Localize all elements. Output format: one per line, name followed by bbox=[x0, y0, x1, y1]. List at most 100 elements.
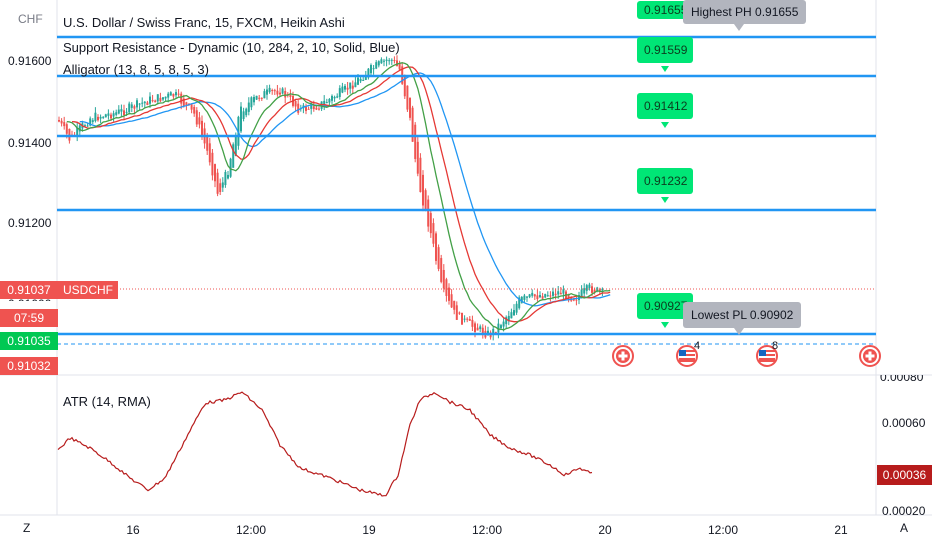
candle-body bbox=[159, 97, 162, 102]
candle-body bbox=[354, 82, 357, 88]
candle-body bbox=[115, 112, 118, 115]
candle-body bbox=[219, 183, 222, 193]
candle-body bbox=[177, 93, 180, 95]
atr-tick: 0.00080 bbox=[880, 375, 924, 384]
candle-body bbox=[273, 90, 276, 92]
candle-body bbox=[398, 63, 401, 70]
candle-body bbox=[193, 106, 196, 114]
candle-body bbox=[487, 330, 489, 335]
candle-body bbox=[312, 106, 315, 110]
candle-body bbox=[580, 289, 583, 298]
candle-body bbox=[325, 102, 328, 104]
candle-body bbox=[362, 79, 365, 81]
candle-body bbox=[541, 296, 544, 299]
candle-body bbox=[323, 100, 326, 106]
candle-body bbox=[216, 172, 219, 194]
candle-body bbox=[463, 318, 466, 320]
candle-body bbox=[396, 60, 398, 67]
candle-body bbox=[110, 114, 112, 119]
candle-body bbox=[232, 144, 235, 168]
candle-body bbox=[359, 78, 362, 82]
candle-body bbox=[294, 100, 297, 107]
legend-alligator[interactable]: Alligator (13, 8, 5, 8, 5, 3) bbox=[63, 62, 209, 77]
currency-label: CHF bbox=[18, 12, 43, 26]
candle-body bbox=[141, 102, 144, 104]
candle-body bbox=[245, 108, 248, 116]
red-cross-event-icon[interactable] bbox=[612, 345, 634, 367]
candle-body bbox=[458, 312, 461, 314]
candle-body bbox=[429, 213, 432, 234]
candle-body bbox=[255, 95, 258, 100]
candle-body bbox=[338, 88, 341, 97]
candle-body bbox=[242, 111, 245, 119]
candle-body bbox=[281, 88, 284, 94]
candle-body bbox=[198, 117, 201, 125]
highest-ph-tag: Highest PH 0.91655 bbox=[683, 0, 807, 24]
candle-body bbox=[97, 116, 99, 121]
candle-body bbox=[58, 120, 60, 122]
candle-body bbox=[536, 295, 539, 300]
us-flag-event-icon[interactable] bbox=[756, 345, 778, 367]
candle-body bbox=[128, 103, 131, 113]
candle-body bbox=[102, 116, 105, 118]
candle-body bbox=[175, 92, 177, 96]
candle-body bbox=[331, 95, 333, 101]
candle-body bbox=[414, 124, 417, 159]
candle-body bbox=[266, 89, 268, 95]
sr-tag: 0.91655 bbox=[637, 1, 693, 19]
candle-body bbox=[427, 199, 430, 227]
candle-body bbox=[372, 68, 375, 70]
price-tick: 0.91400 bbox=[8, 136, 52, 150]
candle-body bbox=[377, 61, 380, 66]
legend-atr[interactable]: ATR (14, RMA) bbox=[63, 394, 151, 409]
candle-body bbox=[297, 103, 300, 113]
candle-body bbox=[492, 328, 495, 335]
candle-body bbox=[149, 96, 151, 104]
candle-body bbox=[435, 233, 437, 261]
legend-support-resistance[interactable]: Support Resistance - Dynamic (10, 284, 2… bbox=[63, 40, 400, 55]
time-tick: 21 bbox=[834, 523, 848, 537]
us-flag-event-icon[interactable] bbox=[676, 345, 698, 367]
candle-body bbox=[557, 291, 560, 295]
candle-body bbox=[240, 106, 242, 132]
candle-body bbox=[260, 97, 263, 99]
countdown-box: 07:59 bbox=[0, 309, 58, 327]
time-tick: 19 bbox=[362, 523, 376, 537]
legend-title[interactable]: U.S. Dollar / Swiss Franc, 15, FXCM, Hei… bbox=[63, 15, 345, 30]
candle-body bbox=[349, 82, 352, 89]
candle-body bbox=[227, 174, 229, 179]
candle-body bbox=[279, 92, 281, 95]
candle-body bbox=[271, 89, 274, 91]
candle-body bbox=[78, 125, 81, 132]
time-tick: 12:00 bbox=[471, 523, 503, 537]
candle-body bbox=[531, 292, 534, 296]
candle-body bbox=[385, 59, 388, 62]
candle-body bbox=[169, 92, 172, 96]
price-tick: 0.91200 bbox=[8, 216, 52, 230]
red-cross-event-icon[interactable] bbox=[859, 345, 881, 367]
candle-body bbox=[65, 124, 68, 134]
candle-body bbox=[468, 319, 471, 321]
zoom-button[interactable]: Z bbox=[23, 521, 31, 535]
candle-body bbox=[370, 64, 372, 74]
candle-body bbox=[86, 125, 89, 127]
candle-body bbox=[234, 135, 237, 157]
candle-body bbox=[437, 247, 440, 269]
candle-body bbox=[305, 106, 307, 111]
candle-body bbox=[63, 122, 66, 127]
candle-body bbox=[84, 125, 86, 127]
candle-body bbox=[466, 318, 469, 320]
candle-body bbox=[214, 164, 216, 182]
candle-body bbox=[411, 107, 414, 142]
candle-body bbox=[481, 327, 484, 334]
symbol-label: USDCHF bbox=[58, 281, 118, 299]
candle-body bbox=[143, 101, 146, 104]
candle-body bbox=[416, 141, 419, 174]
atr-line bbox=[57, 391, 593, 497]
auto-scale-button[interactable]: A bbox=[900, 521, 909, 535]
candle-body bbox=[310, 103, 313, 109]
time-tick: 12:00 bbox=[235, 523, 267, 537]
candle-body bbox=[289, 94, 292, 97]
candle-body bbox=[500, 325, 502, 329]
